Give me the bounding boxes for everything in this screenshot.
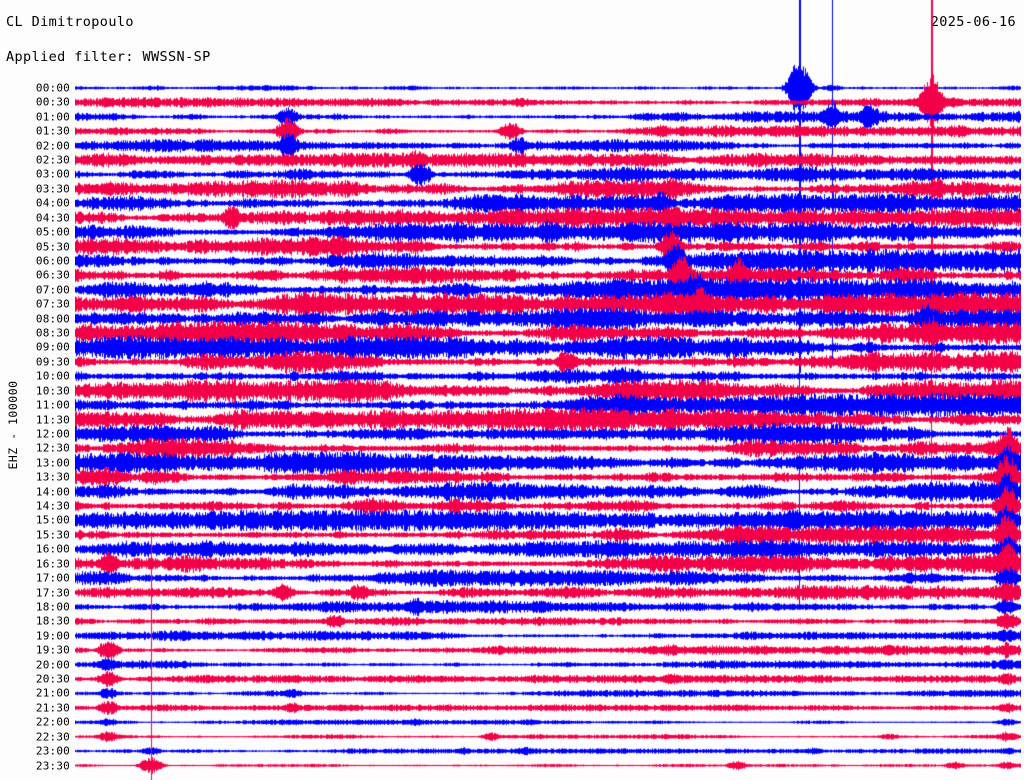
time-label: 03:30 (35, 182, 70, 196)
time-label: 06:30 (35, 268, 70, 282)
time-label: 12:00 (35, 427, 70, 441)
time-label: 20:30 (35, 672, 70, 686)
time-label: 04:00 (35, 196, 70, 210)
time-label: 20:00 (35, 658, 70, 672)
time-label: 22:00 (35, 715, 70, 729)
time-label: 13:30 (35, 470, 70, 484)
time-label: 21:00 (35, 686, 70, 700)
time-label: 17:00 (35, 571, 70, 585)
time-label: 16:30 (35, 557, 70, 571)
time-label: 02:00 (35, 139, 70, 153)
time-label: 02:30 (35, 153, 70, 167)
time-label: 00:00 (35, 81, 70, 95)
time-label: 08:30 (35, 326, 70, 340)
time-label: 19:30 (35, 643, 70, 657)
time-label: 03:00 (35, 167, 70, 181)
time-label: 06:00 (35, 254, 70, 268)
time-label: 14:30 (35, 499, 70, 513)
time-axis-labels: 00:00 00:30 01:00 01:30 02:00 02:30 03:00 03:30… (0, 0, 72, 780)
time-label: 21:30 (35, 701, 70, 715)
time-label: 12:30 (35, 441, 70, 455)
time-label: 15:30 (35, 528, 70, 542)
time-label: 23:30 (35, 759, 70, 772)
time-label: 01:00 (35, 110, 70, 124)
time-label: 04:30 (35, 211, 70, 225)
time-label: 09:30 (35, 355, 70, 369)
time-label: 15:00 (35, 513, 70, 527)
time-label: 18:30 (35, 614, 70, 628)
time-label: 18:00 (35, 600, 70, 614)
time-label: 09:00 (35, 340, 70, 354)
time-label: 11:30 (35, 413, 70, 427)
time-label: 14:00 (35, 485, 70, 499)
time-label: 07:30 (35, 297, 70, 311)
time-label: 16:00 (35, 542, 70, 556)
time-label: 19:00 (35, 629, 70, 643)
time-label: 22:30 (35, 730, 70, 744)
time-label: 07:00 (35, 283, 70, 297)
time-label: 23:00 (35, 744, 70, 758)
time-label: 01:30 (35, 124, 70, 138)
time-label: 05:30 (35, 240, 70, 254)
time-label: 10:30 (35, 384, 70, 398)
time-label: 13:00 (35, 456, 70, 470)
time-label: 17:30 (35, 586, 70, 600)
seismic-trace-canvas (75, 0, 1021, 780)
time-label: 05:00 (35, 225, 70, 239)
time-label: 08:00 (35, 312, 70, 326)
time-label: 10:00 (35, 369, 70, 383)
helicorder-plot-area (75, 0, 1021, 780)
time-label: 00:30 (35, 95, 70, 109)
time-label: 11:00 (35, 398, 70, 412)
